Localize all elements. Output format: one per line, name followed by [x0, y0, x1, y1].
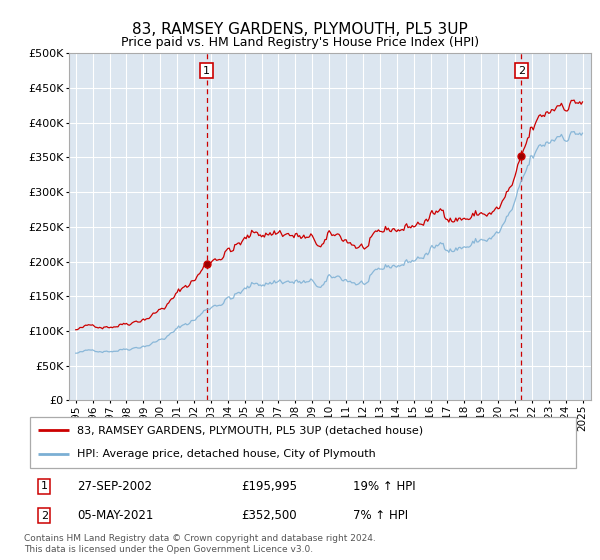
Text: 05-MAY-2021: 05-MAY-2021 [77, 509, 154, 522]
Text: 7% ↑ HPI: 7% ↑ HPI [353, 509, 409, 522]
Text: HPI: Average price, detached house, City of Plymouth: HPI: Average price, detached house, City… [77, 449, 376, 459]
Text: £195,995: £195,995 [242, 479, 298, 493]
Text: £352,500: £352,500 [242, 509, 297, 522]
Text: Price paid vs. HM Land Registry's House Price Index (HPI): Price paid vs. HM Land Registry's House … [121, 36, 479, 49]
Text: This data is licensed under the Open Government Licence v3.0.: This data is licensed under the Open Gov… [24, 545, 313, 554]
Text: 2: 2 [41, 511, 48, 521]
Text: 83, RAMSEY GARDENS, PLYMOUTH, PL5 3UP (detached house): 83, RAMSEY GARDENS, PLYMOUTH, PL5 3UP (d… [77, 425, 423, 435]
Text: 1: 1 [41, 481, 48, 491]
Text: 27-SEP-2002: 27-SEP-2002 [77, 479, 152, 493]
FancyBboxPatch shape [29, 417, 577, 468]
Text: 1: 1 [203, 66, 210, 76]
Text: 19% ↑ HPI: 19% ↑ HPI [353, 479, 416, 493]
Text: 83, RAMSEY GARDENS, PLYMOUTH, PL5 3UP: 83, RAMSEY GARDENS, PLYMOUTH, PL5 3UP [132, 22, 468, 38]
Text: 2: 2 [518, 66, 525, 76]
Text: Contains HM Land Registry data © Crown copyright and database right 2024.: Contains HM Land Registry data © Crown c… [24, 534, 376, 543]
